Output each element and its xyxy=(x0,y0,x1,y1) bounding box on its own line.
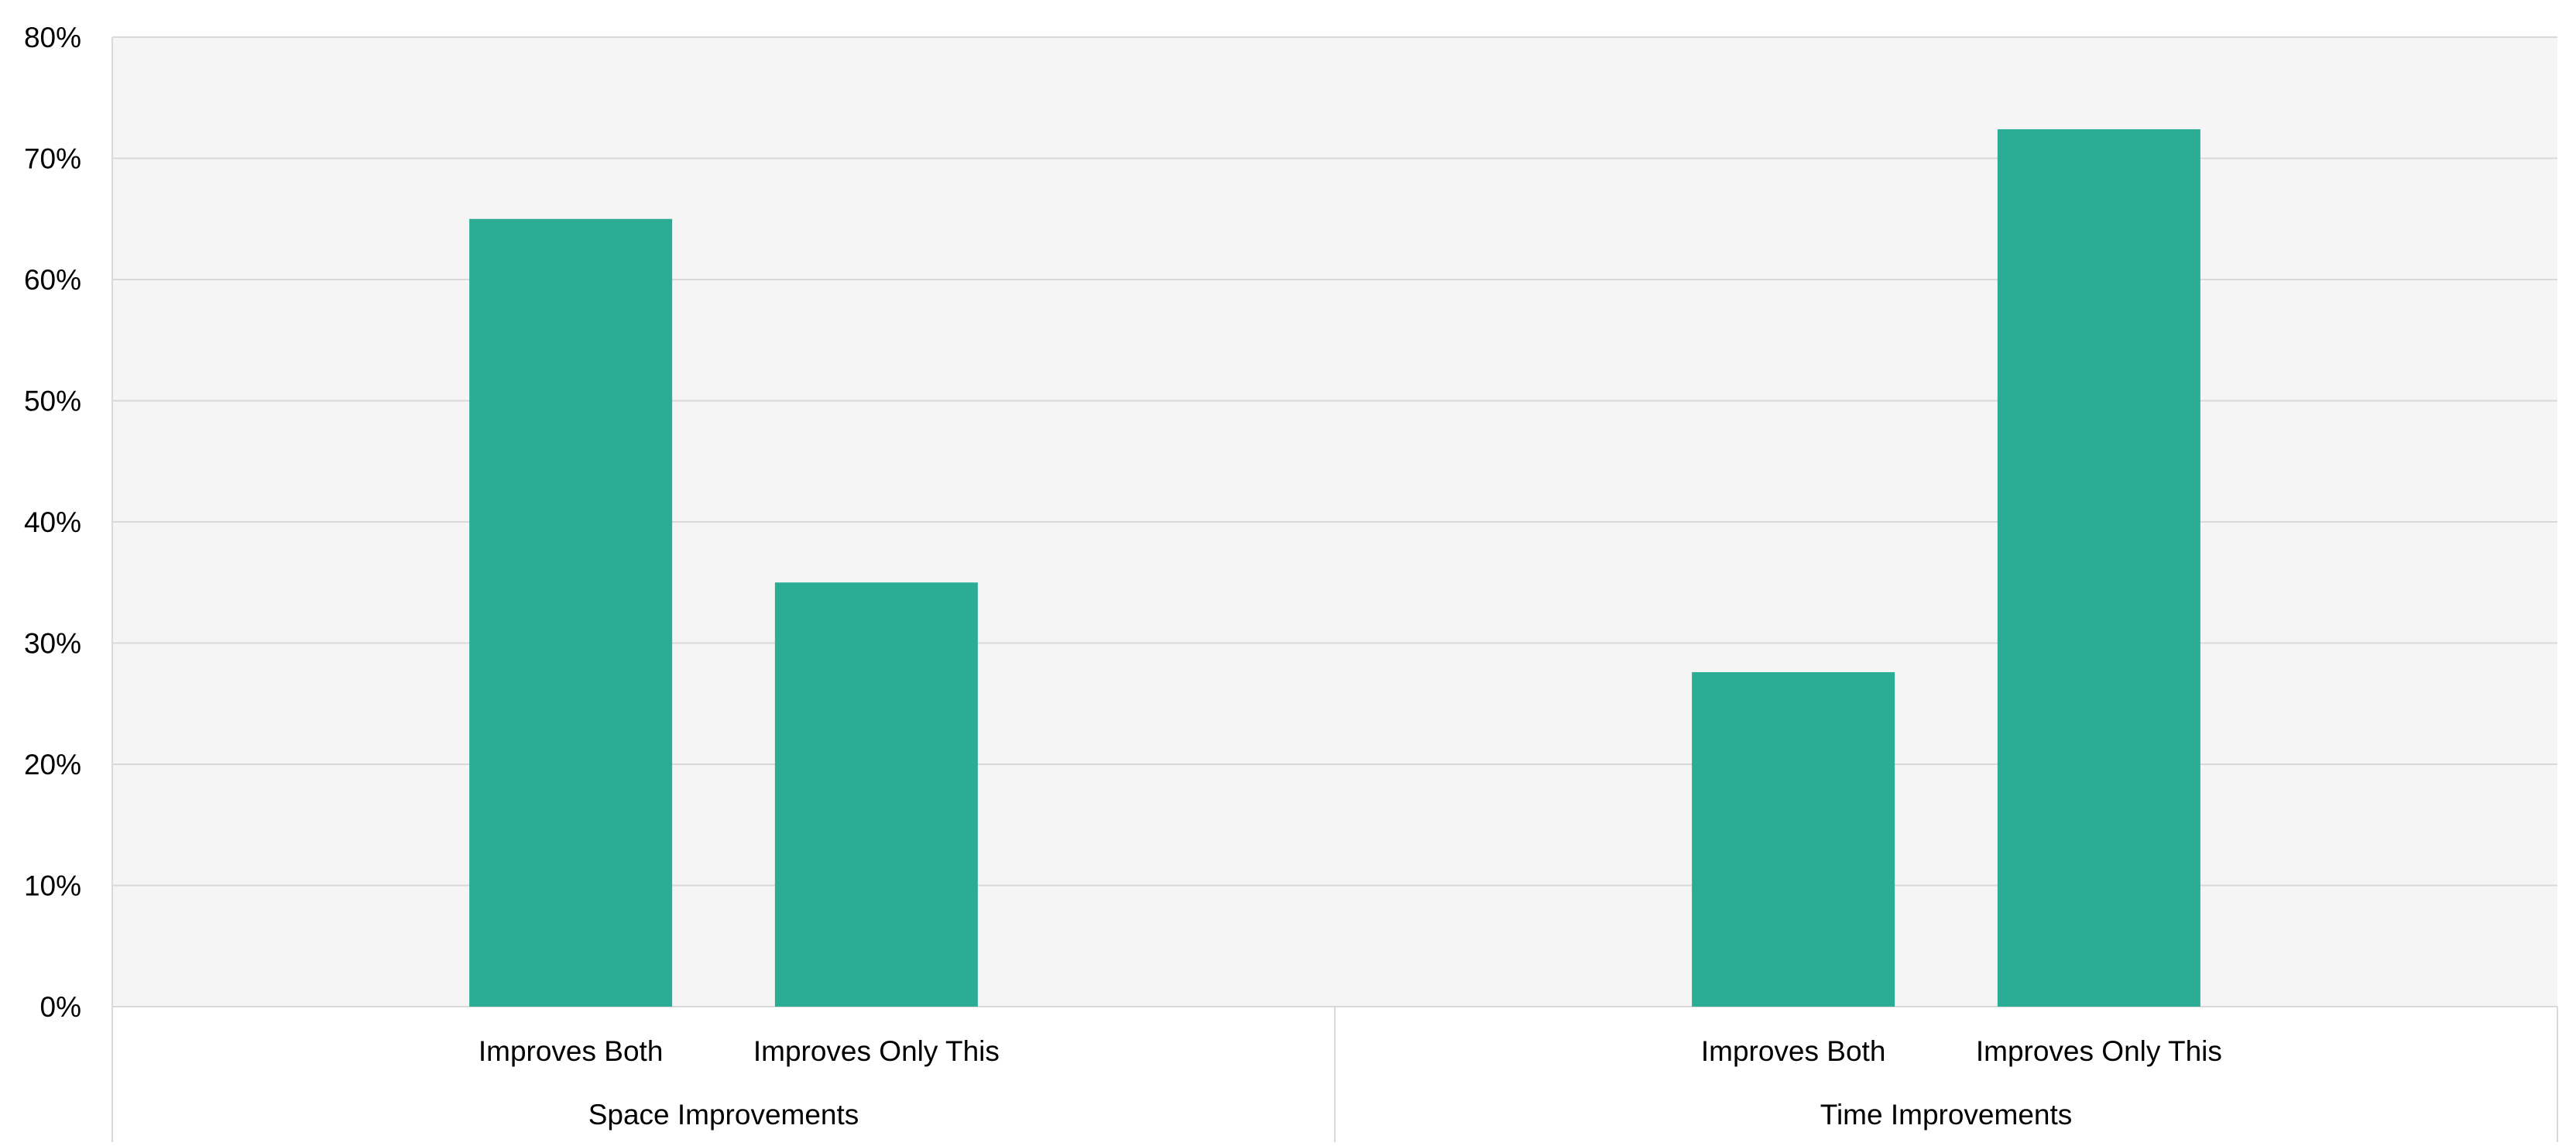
bar-1-2 xyxy=(774,582,978,1007)
y-tick-label: 70% xyxy=(24,143,81,175)
bar-1-1 xyxy=(469,218,673,1007)
x-category-label: Improves Only This xyxy=(1976,1035,2222,1067)
y-tick-label: 40% xyxy=(24,506,81,538)
x-group-label: Time Improvements xyxy=(1820,1099,2073,1131)
y-tick-label: 10% xyxy=(24,870,81,902)
bar-2-2 xyxy=(1997,129,2200,1007)
x-category-label: Improves Both xyxy=(478,1035,664,1067)
y-tick-label: 80% xyxy=(24,22,81,53)
x-group-label: Space Improvements xyxy=(588,1099,859,1131)
y-tick-label: 30% xyxy=(24,628,81,660)
y-tick-label: 0% xyxy=(40,991,81,1023)
x-category-label: Improves Only This xyxy=(753,1035,1000,1067)
bar-2-1 xyxy=(1692,672,1895,1007)
y-tick-label: 50% xyxy=(24,386,81,417)
x-category-label: Improves Both xyxy=(1701,1035,1886,1067)
y-tick-label: 60% xyxy=(24,264,81,296)
y-tick-label: 20% xyxy=(24,749,81,781)
